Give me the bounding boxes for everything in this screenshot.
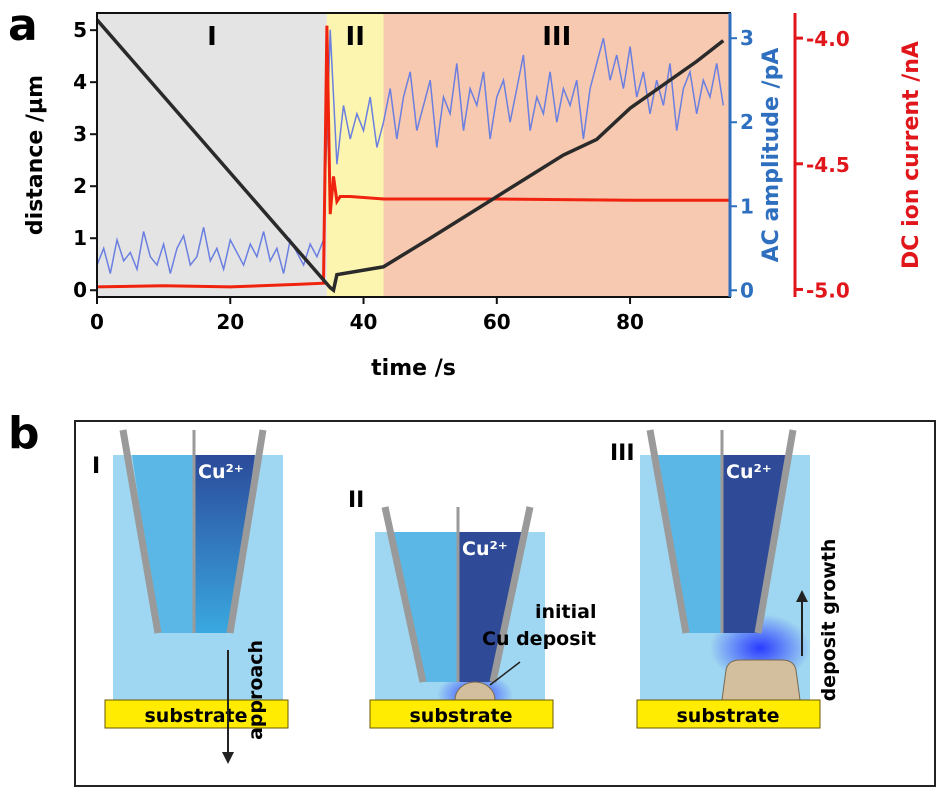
- panel-label: b: [8, 408, 40, 459]
- x-tick-label: 80: [616, 310, 644, 334]
- leader-line: [489, 661, 521, 686]
- x-tick-label: 40: [350, 310, 378, 334]
- pipette-right: [458, 532, 522, 682]
- stage-label: II: [348, 488, 364, 513]
- x-tick-label: 20: [216, 310, 244, 334]
- pipette-left: [392, 532, 458, 682]
- y2-tick-label: 3: [740, 26, 754, 50]
- region: [383, 13, 730, 297]
- x-axis-label: time /s: [371, 356, 456, 381]
- stage: substrate III Cu²⁺ deposit growth: [610, 429, 840, 729]
- pipette-wall: [381, 506, 427, 683]
- stage-label: III: [610, 441, 635, 466]
- pipette-wall: [754, 429, 797, 634]
- diagram-frame: [74, 420, 936, 787]
- arrow-label: deposit growth: [818, 539, 840, 702]
- substrate-label: substrate: [677, 705, 780, 727]
- substrate: [369, 699, 554, 729]
- y-tick-label: 4: [73, 70, 87, 94]
- arrowhead: [222, 752, 234, 764]
- substrate: [636, 699, 821, 729]
- stage-label: I: [92, 454, 100, 479]
- x-tick-label: 60: [483, 310, 511, 334]
- y-tick-label: 5: [73, 18, 87, 42]
- y2-axis-label: AC amplitude /pA: [759, 48, 784, 263]
- pipette-left: [132, 455, 194, 633]
- y3-tick-label: -5.0: [806, 278, 850, 302]
- note: Cu deposit: [482, 628, 596, 650]
- substrate-label: substrate: [410, 705, 513, 727]
- ion-label: Cu²⁺: [726, 461, 772, 483]
- y2-tick-label: 0: [740, 278, 754, 302]
- region-label: I: [207, 22, 217, 52]
- pipette-left: [658, 455, 722, 633]
- y-tick-label: 0: [73, 278, 87, 302]
- panel-label: a: [8, 0, 38, 51]
- y3-axis-label: DC ion current /nA: [899, 41, 924, 269]
- stage: substrate II Cu²⁺ initial Cu deposit: [348, 488, 596, 729]
- y-tick-label: 1: [73, 226, 87, 250]
- deposit: [721, 659, 801, 701]
- region-label: III: [542, 22, 571, 52]
- ion-label: Cu²⁺: [462, 538, 508, 560]
- deposit: [454, 681, 496, 701]
- pipette-wall: [226, 429, 267, 634]
- note: initial: [535, 601, 596, 623]
- stage: substrate I Cu²⁺ approach: [92, 429, 289, 764]
- y-tick-label: 2: [73, 174, 87, 198]
- pipette-right: [722, 455, 786, 633]
- series-line: [95, 18, 725, 294]
- series-line: [96, 29, 725, 274]
- series-line: [96, 25, 730, 289]
- pipette-wall: [646, 429, 690, 634]
- arrowhead: [796, 590, 808, 602]
- arrow-label: approach: [245, 640, 267, 740]
- y3-tick-label: -4.0: [806, 27, 850, 51]
- y-tick-label: 3: [73, 122, 87, 146]
- substrate: [104, 699, 289, 729]
- pipette-right: [194, 455, 255, 633]
- y2-tick-label: 2: [740, 110, 754, 134]
- region-label: II: [346, 22, 365, 52]
- substrate-label: substrate: [145, 705, 248, 727]
- y2-tick-label: 1: [740, 194, 754, 218]
- x-tick-label: 0: [90, 310, 104, 334]
- ion-label: Cu²⁺: [198, 461, 244, 483]
- region: [326, 13, 384, 297]
- y-axis-label: distance /µm: [23, 75, 48, 235]
- pipette-wall: [489, 506, 534, 683]
- y3-tick-label: -4.5: [806, 153, 850, 177]
- pipette-wall: [119, 429, 162, 634]
